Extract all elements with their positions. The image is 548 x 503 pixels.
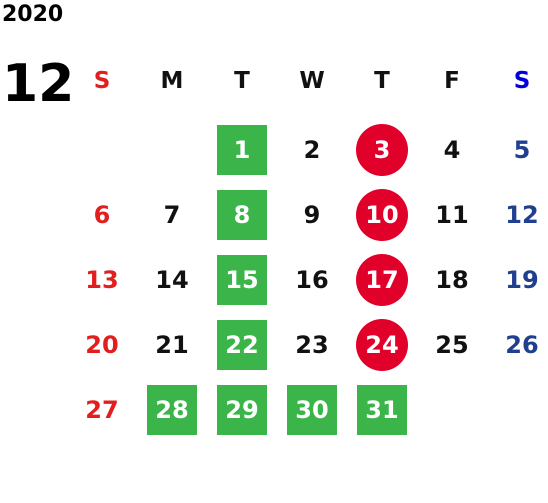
day-cell[interactable]: 31 xyxy=(357,385,407,435)
day-cell[interactable]: 22 xyxy=(217,320,267,370)
day-cell[interactable]: 2 xyxy=(303,136,321,164)
day-cell[interactable]: 3 xyxy=(356,124,408,176)
year-label: 2020 xyxy=(2,2,64,27)
day-cell[interactable]: 5 xyxy=(513,136,531,164)
weekday-header-sunday: S xyxy=(93,68,111,94)
day-cell[interactable]: 26 xyxy=(505,331,539,359)
day-cell[interactable]: 24 xyxy=(356,319,408,371)
day-cell[interactable]: 17 xyxy=(356,254,408,306)
day-cell[interactable]: 7 xyxy=(163,201,181,229)
day-cell[interactable]: 20 xyxy=(85,331,119,359)
weekday-header-saturday: S xyxy=(513,68,531,94)
day-cell[interactable]: 6 xyxy=(93,201,111,229)
day-cell[interactable]: 19 xyxy=(505,266,539,294)
day-cell[interactable]: 1 xyxy=(217,125,267,175)
month-number: 12 xyxy=(2,54,75,114)
day-cell[interactable]: 11 xyxy=(435,201,469,229)
day-cell[interactable]: 12 xyxy=(505,201,539,229)
day-cell[interactable]: 8 xyxy=(217,190,267,240)
day-cell[interactable]: 16 xyxy=(295,266,329,294)
day-cell[interactable]: 25 xyxy=(435,331,469,359)
weekday-header-thursday: T xyxy=(374,68,390,94)
weekday-header-friday: F xyxy=(444,68,460,94)
day-cell[interactable]: 29 xyxy=(217,385,267,435)
day-cell[interactable]: 18 xyxy=(435,266,469,294)
weekday-header-wednesday: W xyxy=(299,68,325,94)
day-cell[interactable]: 9 xyxy=(303,201,321,229)
day-cell[interactable]: 30 xyxy=(287,385,337,435)
day-cell[interactable]: 21 xyxy=(155,331,189,359)
day-cell[interactable]: 27 xyxy=(85,396,119,424)
day-cell[interactable]: 10 xyxy=(356,189,408,241)
day-cell[interactable]: 13 xyxy=(85,266,119,294)
weekday-header-monday: M xyxy=(160,68,184,94)
day-cell[interactable]: 15 xyxy=(217,255,267,305)
day-cell[interactable]: 28 xyxy=(147,385,197,435)
day-cell[interactable]: 14 xyxy=(155,266,189,294)
day-cell[interactable]: 23 xyxy=(295,331,329,359)
weekday-header-tuesday: T xyxy=(234,68,250,94)
day-cell[interactable]: 4 xyxy=(443,136,461,164)
